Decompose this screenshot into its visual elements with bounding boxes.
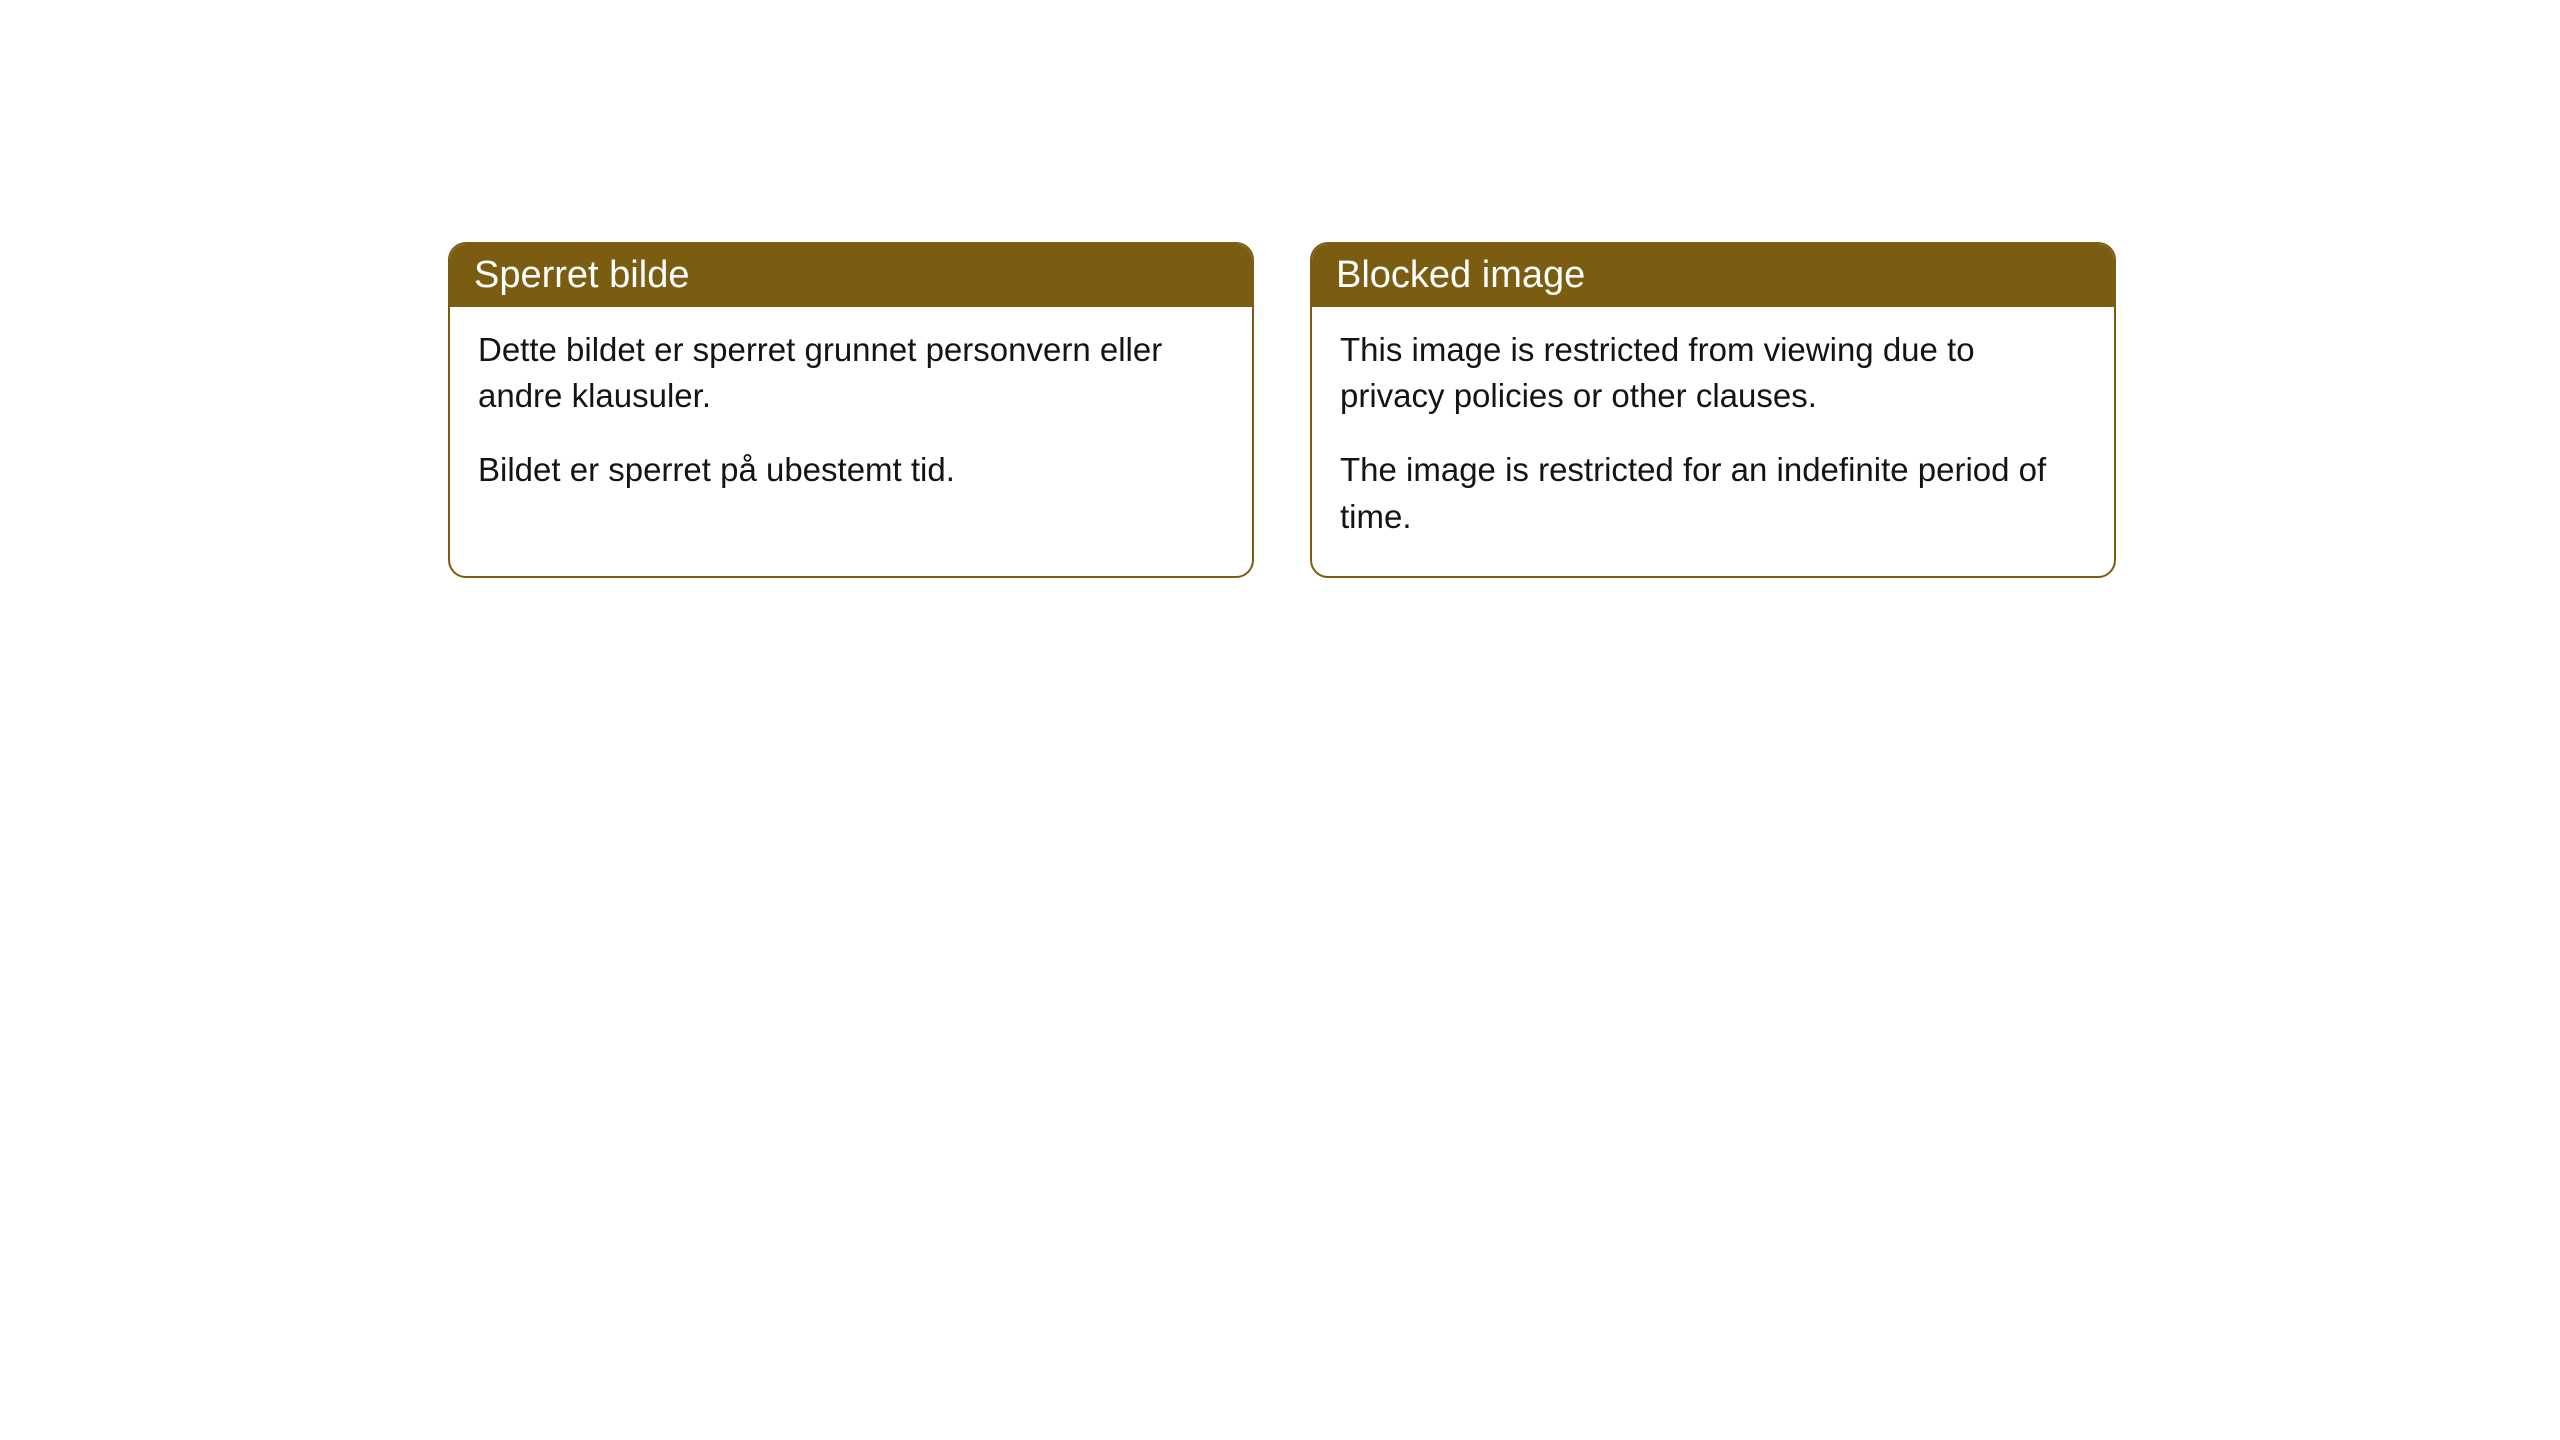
notice-card-header: Blocked image xyxy=(1312,244,2114,307)
notice-card-header: Sperret bilde xyxy=(450,244,1252,307)
notice-card-norwegian: Sperret bilde Dette bildet er sperret gr… xyxy=(448,242,1254,578)
notice-card-body: This image is restricted from viewing du… xyxy=(1312,307,2114,576)
notice-card-english: Blocked image This image is restricted f… xyxy=(1310,242,2116,578)
notice-card-body: Dette bildet er sperret grunnet personve… xyxy=(450,307,1252,530)
notice-card-title: Blocked image xyxy=(1336,254,2090,297)
notice-card-text: Dette bildet er sperret grunnet personve… xyxy=(478,327,1224,419)
notice-cards-container: Sperret bilde Dette bildet er sperret gr… xyxy=(448,242,2116,578)
notice-card-text: The image is restricted for an indefinit… xyxy=(1340,447,2086,539)
notice-card-title: Sperret bilde xyxy=(474,254,1228,297)
notice-card-text: This image is restricted from viewing du… xyxy=(1340,327,2086,419)
notice-card-text: Bildet er sperret på ubestemt tid. xyxy=(478,447,1224,493)
